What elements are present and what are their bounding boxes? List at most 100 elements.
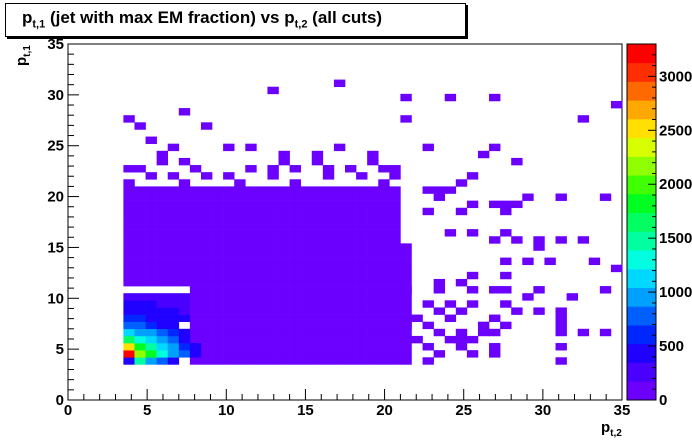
heatmap-cell <box>378 264 390 273</box>
heatmap-cell <box>577 236 590 244</box>
heatmap-cell <box>267 343 279 351</box>
heatmap-cell <box>555 314 567 322</box>
heatmap-cell <box>256 300 268 308</box>
heatmap-cell <box>245 193 257 201</box>
heatmap-cell <box>289 236 301 244</box>
heatmap-cell <box>289 350 301 358</box>
heatmap-cell <box>178 307 191 315</box>
heatmap-cell <box>322 222 335 230</box>
heatmap-cell <box>278 328 290 337</box>
heatmap-cell <box>256 222 268 230</box>
heatmap-cell <box>178 193 191 201</box>
heatmap-cell <box>333 79 346 88</box>
heatmap-cell <box>389 222 401 230</box>
heatmap-cell <box>200 222 213 230</box>
heatmap-cell <box>189 186 202 194</box>
heatmap-cell <box>245 229 257 237</box>
heatmap-cell <box>200 193 213 201</box>
heatmap-cell <box>333 286 346 294</box>
x-tick-label: 35 <box>614 402 631 419</box>
heatmap-cell <box>234 307 246 315</box>
heatmap-cell <box>212 257 224 266</box>
heatmap-cell <box>345 222 357 230</box>
heatmap-cell <box>145 186 157 194</box>
heatmap-cell <box>178 271 191 280</box>
heatmap-cell <box>200 335 213 344</box>
heatmap-cell <box>333 229 346 237</box>
heatmap-cell <box>167 357 180 365</box>
heatmap-cell <box>267 250 279 258</box>
heatmap-cell <box>322 250 335 258</box>
heatmap-cell <box>178 179 191 187</box>
heatmap-cell <box>123 321 135 330</box>
colorbar-tick-label: 3000 <box>659 68 692 85</box>
heatmap-cell <box>389 165 401 173</box>
heatmap-cell <box>311 307 324 315</box>
heatmap-cell <box>245 293 257 301</box>
heatmap-cell <box>345 350 357 358</box>
heatmap-cell <box>278 321 290 330</box>
heatmap-cell <box>356 278 368 287</box>
heatmap-cell <box>267 293 279 301</box>
heatmap-cell <box>212 300 224 308</box>
heatmap-cell <box>489 200 501 209</box>
heatmap-cell <box>234 250 246 258</box>
heatmap-cell <box>256 243 268 251</box>
heatmap-cell <box>378 343 390 351</box>
heatmap-cell <box>489 328 501 337</box>
heatmap-cell <box>466 229 479 237</box>
heatmap-cell <box>422 357 434 365</box>
heatmap-cell <box>356 328 368 337</box>
colorbar-step <box>627 156 656 176</box>
heatmap-cell <box>466 200 479 209</box>
heatmap-cell <box>389 229 401 237</box>
heatmap-cell <box>289 264 301 273</box>
heatmap-cell <box>289 257 301 266</box>
heatmap-cell <box>278 207 290 216</box>
heatmap-cell <box>367 321 379 330</box>
heatmap-cell <box>200 257 213 266</box>
heatmap-cell <box>378 286 390 294</box>
heatmap-cell <box>189 278 202 287</box>
heatmap-cell <box>378 243 390 251</box>
heatmap-cell <box>278 157 290 166</box>
heatmap-cell <box>322 321 335 330</box>
heatmap-cell <box>322 314 335 322</box>
heatmap-cell <box>245 257 257 266</box>
colorbar-step <box>627 118 656 139</box>
heatmap-cell <box>489 350 501 358</box>
heatmap-cell <box>367 357 379 365</box>
heatmap-cell <box>278 250 290 258</box>
heatmap-cell <box>466 271 479 280</box>
heatmap-cell <box>300 222 313 230</box>
heatmap-cell <box>145 236 157 244</box>
colorbar-step <box>627 212 656 232</box>
heatmap-cell <box>278 343 290 351</box>
heatmap-cell <box>378 300 390 308</box>
heatmap-cell <box>123 271 135 280</box>
heatmap-cell <box>300 307 313 315</box>
heatmap-cell <box>156 200 169 209</box>
heatmap-cell <box>189 229 202 237</box>
heatmap-cell <box>356 229 368 237</box>
heatmap-cell <box>389 321 401 330</box>
heatmap-cell <box>333 307 346 315</box>
heatmap-cell <box>322 307 335 315</box>
heatmap-cell <box>212 286 224 294</box>
heatmap-cell <box>356 172 368 180</box>
heatmap-cell <box>333 193 346 201</box>
heatmap-cell <box>212 343 224 351</box>
heatmap-cell <box>245 264 257 273</box>
heatmap-cell <box>134 335 146 344</box>
heatmap-cell <box>356 200 368 209</box>
heatmap-cell <box>345 264 357 273</box>
heatmap-cell <box>489 286 501 294</box>
heatmap-cell <box>389 278 401 287</box>
heatmap-cell <box>178 236 191 244</box>
heatmap-cell <box>322 257 335 266</box>
heatmap-cell <box>356 307 368 315</box>
heatmap-cell <box>300 328 313 337</box>
heatmap-cell <box>489 236 501 244</box>
heatmap-cell <box>500 200 512 209</box>
heatmap-cell <box>145 300 157 308</box>
